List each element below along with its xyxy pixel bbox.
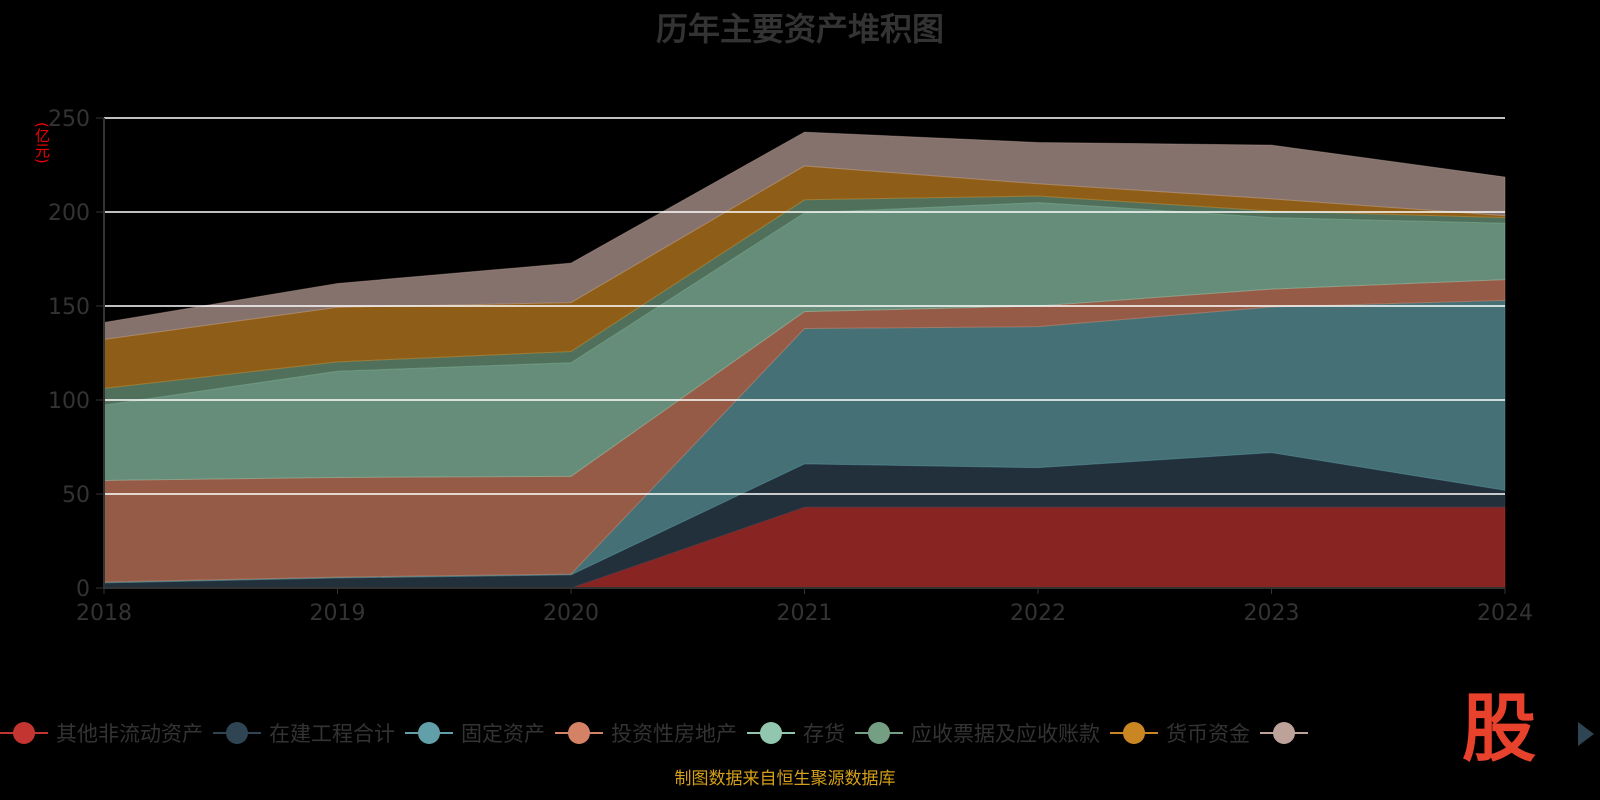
x-tick-label: 2023 <box>1244 601 1300 626</box>
legend-marker-icon <box>1260 721 1308 745</box>
legend-marker-icon <box>1110 721 1158 745</box>
legend-label: 货币资金 <box>1166 722 1250 746</box>
y-tick-label: 100 <box>48 389 90 414</box>
x-tick-label: 2020 <box>543 601 599 626</box>
legend-marker-icon <box>213 721 261 745</box>
legend: 其他非流动资产 在建工程合计 固定资产 投资性房地产 存货 应收票据及应收账款 货币资金 <box>0 718 1326 748</box>
legend-marker-icon <box>555 721 603 745</box>
chart-title: 历年主要资产堆积图 <box>655 10 944 48</box>
legend-item[interactable]: 固定资产 <box>405 718 545 748</box>
legend-label: 固定资产 <box>461 722 545 746</box>
x-tick-label: 2018 <box>76 601 132 626</box>
x-tick-label: 2022 <box>1010 601 1066 626</box>
legend-next-page-icon[interactable] <box>1578 722 1594 746</box>
legend-item[interactable]: 货币资金 <box>1110 718 1250 748</box>
y-tick-label: 50 <box>62 483 90 508</box>
legend-label: 应收票据及应收账款 <box>911 722 1100 746</box>
legend-label: 存货 <box>803 722 845 746</box>
legend-label: 在建工程合计 <box>269 722 395 746</box>
legend-label: 其他非流动资产 <box>56 722 203 746</box>
x-tick-label: 2019 <box>310 601 366 626</box>
x-tick-label: 2021 <box>777 601 833 626</box>
y-tick-label: 200 <box>48 201 90 226</box>
y-axis-label: (亿元) <box>33 122 51 164</box>
legend-item[interactable]: 在建工程合计 <box>213 718 395 748</box>
logo-watermark: 股 <box>1462 686 1536 772</box>
legend-item[interactable]: 应收票据及应收账款 <box>855 718 1100 748</box>
x-tick-label: 2024 <box>1477 601 1533 626</box>
legend-item[interactable]: 投资性房地产 <box>555 718 737 748</box>
legend-item[interactable] <box>1260 721 1316 745</box>
data-source-note: 制图数据来自恒生聚源数据库 <box>674 769 896 789</box>
y-tick-label: 0 <box>76 577 90 602</box>
y-tick-label: 150 <box>48 295 90 320</box>
legend-label: 投资性房地产 <box>611 722 737 746</box>
legend-marker-icon <box>0 721 48 745</box>
legend-item[interactable]: 其他非流动资产 <box>0 718 203 748</box>
y-tick-label: 250 <box>48 107 90 132</box>
legend-item[interactable]: 存货 <box>747 718 845 748</box>
legend-marker-icon <box>405 721 453 745</box>
legend-marker-icon <box>855 721 903 745</box>
legend-marker-icon <box>747 721 795 745</box>
